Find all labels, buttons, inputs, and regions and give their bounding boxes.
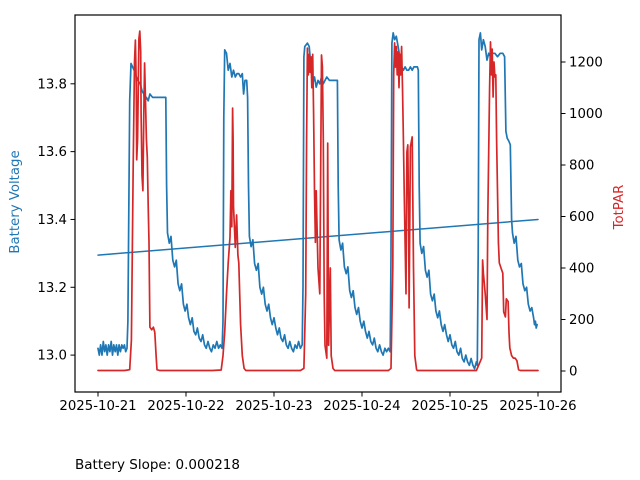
y-left-tick-label: 13.0 (37, 349, 67, 364)
stats-annotation-block: Battery Slope: 0.000218 Battery Min: 12.… (75, 417, 365, 480)
axis-ticks: 2025-10-21 2025-10-22 2025-10-23 2025-10-24… (37, 55, 602, 414)
y-right-tick-label: 200 (569, 313, 594, 328)
series-lines (97, 30, 539, 372)
y-right-tick-label: 0 (569, 365, 577, 380)
y-right-tick-label: 400 (569, 262, 594, 277)
x-tick-label: 2025-10-26 (499, 399, 576, 414)
battery-voltage-line (97, 32, 538, 370)
y-left-tick-label: 13.2 (37, 281, 67, 296)
y-right-tick-label: 1200 (569, 55, 603, 70)
totpar-line (97, 30, 539, 372)
x-tick-label: 2025-10-23 (235, 399, 312, 414)
y-left-tick-label: 13.4 (37, 213, 67, 228)
x-tick-label: 2025-10-22 (147, 399, 224, 414)
x-tick-label: 2025-10-25 (411, 399, 488, 414)
plot-frame (74, 14, 562, 393)
y-right-axis-label: TotPAR (612, 185, 627, 231)
y-right-tick-label: 1000 (569, 107, 603, 122)
x-tick-label: 2025-10-21 (59, 399, 136, 414)
y-left-tick-label: 13.8 (37, 77, 67, 92)
x-tick-label: 2025-10-24 (323, 399, 400, 414)
y-right-tick-label: 600 (569, 210, 594, 225)
y-left-axis-label: Battery Voltage (8, 150, 23, 253)
y-left-tick-label: 13.6 (37, 145, 67, 160)
y-right-tick-label: 800 (569, 158, 594, 173)
battery-slope-text: Battery Slope: 0.000218 (75, 456, 240, 473)
